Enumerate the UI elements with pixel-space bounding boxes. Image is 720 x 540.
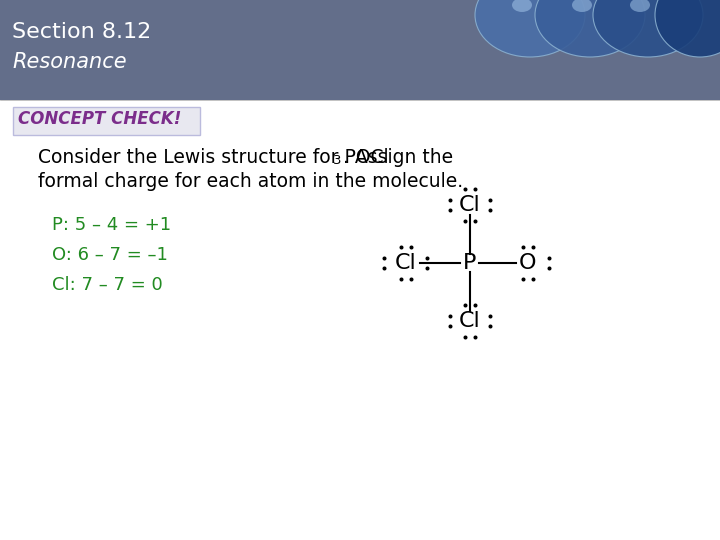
Text: . Assign the: . Assign the (343, 148, 453, 167)
Ellipse shape (593, 0, 703, 57)
Text: 3: 3 (333, 154, 341, 167)
Text: Cl: Cl (395, 253, 417, 273)
Bar (0, 0, 720, 100)
Text: O: O (519, 253, 536, 273)
Text: Section 8.12: Section 8.12 (12, 22, 151, 42)
Ellipse shape (535, 0, 645, 57)
Ellipse shape (512, 0, 532, 12)
Text: CONCEPT CHECK!: CONCEPT CHECK! (18, 110, 181, 128)
Text: Resonance: Resonance (12, 52, 127, 72)
Text: formal charge for each atom in the molecule.: formal charge for each atom in the molec… (38, 172, 463, 191)
Ellipse shape (655, 0, 720, 57)
Text: Consider the Lewis structure for POCl: Consider the Lewis structure for POCl (38, 148, 389, 167)
Ellipse shape (475, 0, 585, 57)
Text: O: 6 – 7 = –1: O: 6 – 7 = –1 (52, 246, 168, 264)
FancyBboxPatch shape (13, 107, 200, 135)
Text: Cl: 7 – 7 = 0: Cl: 7 – 7 = 0 (52, 276, 163, 294)
Text: P: P (463, 253, 477, 273)
Ellipse shape (630, 0, 650, 12)
Ellipse shape (572, 0, 592, 12)
Text: Cl: Cl (459, 311, 481, 331)
Text: Cl: Cl (459, 195, 481, 215)
Text: P: 5 – 4 = +1: P: 5 – 4 = +1 (52, 216, 171, 234)
